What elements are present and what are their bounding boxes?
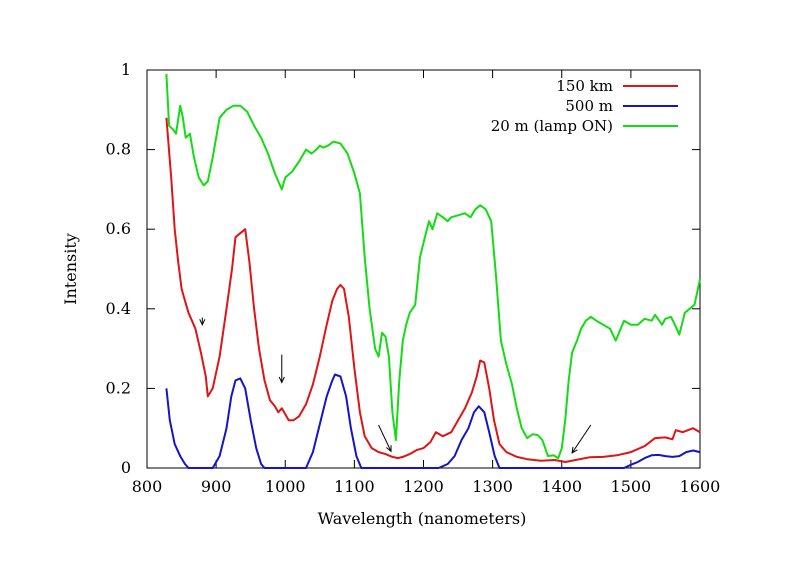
annotation-arrowhead — [278, 376, 285, 384]
y-axis-title: Intensity — [61, 233, 80, 305]
y-tick-labels: 0 0.2 0.4 0.6 0.8 1 — [106, 60, 131, 477]
annotation-arrowhead — [571, 446, 578, 454]
y-tick-label: 1 — [121, 60, 131, 79]
x-tick-labels: 800 900 1000 1100 1200 1300 1400 1500 1600 — [132, 477, 721, 496]
y-tick-label: 0.8 — [106, 140, 131, 159]
legend-label-2: 500 m — [565, 97, 613, 115]
y-tick-label: 0.2 — [106, 378, 131, 397]
series-line-2 — [165, 373, 701, 469]
legend: 150 km 500 m 20 m (lamp ON) — [491, 77, 678, 135]
x-tick-label: 1100 — [334, 477, 375, 496]
x-tick-label: 1600 — [680, 477, 721, 496]
series-line-1 — [165, 117, 701, 463]
axis-ticks — [146, 69, 701, 469]
x-tick-label: 1500 — [611, 477, 652, 496]
annotation-arrowhead — [199, 319, 206, 326]
x-axis-title: Wavelength (nanometers) — [318, 509, 527, 528]
x-tick-label: 1000 — [265, 477, 306, 496]
legend-label-3: 20 m (lamp ON) — [491, 117, 613, 135]
y-tick-label: 0.4 — [106, 299, 131, 318]
x-tick-label: 900 — [201, 477, 232, 496]
series-line-3 — [165, 73, 701, 460]
annotations — [199, 317, 592, 454]
annotation-arrow — [378, 424, 392, 452]
x-tick-label: 1300 — [472, 477, 513, 496]
x-tick-label: 1400 — [541, 477, 582, 496]
annotation-arrow — [571, 424, 592, 454]
y-tick-label: 0 — [121, 458, 131, 477]
y-tick-label: 0.6 — [106, 219, 131, 238]
annotation-arrowhead — [386, 445, 392, 453]
legend-label-1: 150 km — [556, 77, 613, 95]
series-lines — [165, 73, 701, 469]
x-tick-label: 1200 — [403, 477, 444, 496]
x-tick-label: 800 — [132, 477, 163, 496]
